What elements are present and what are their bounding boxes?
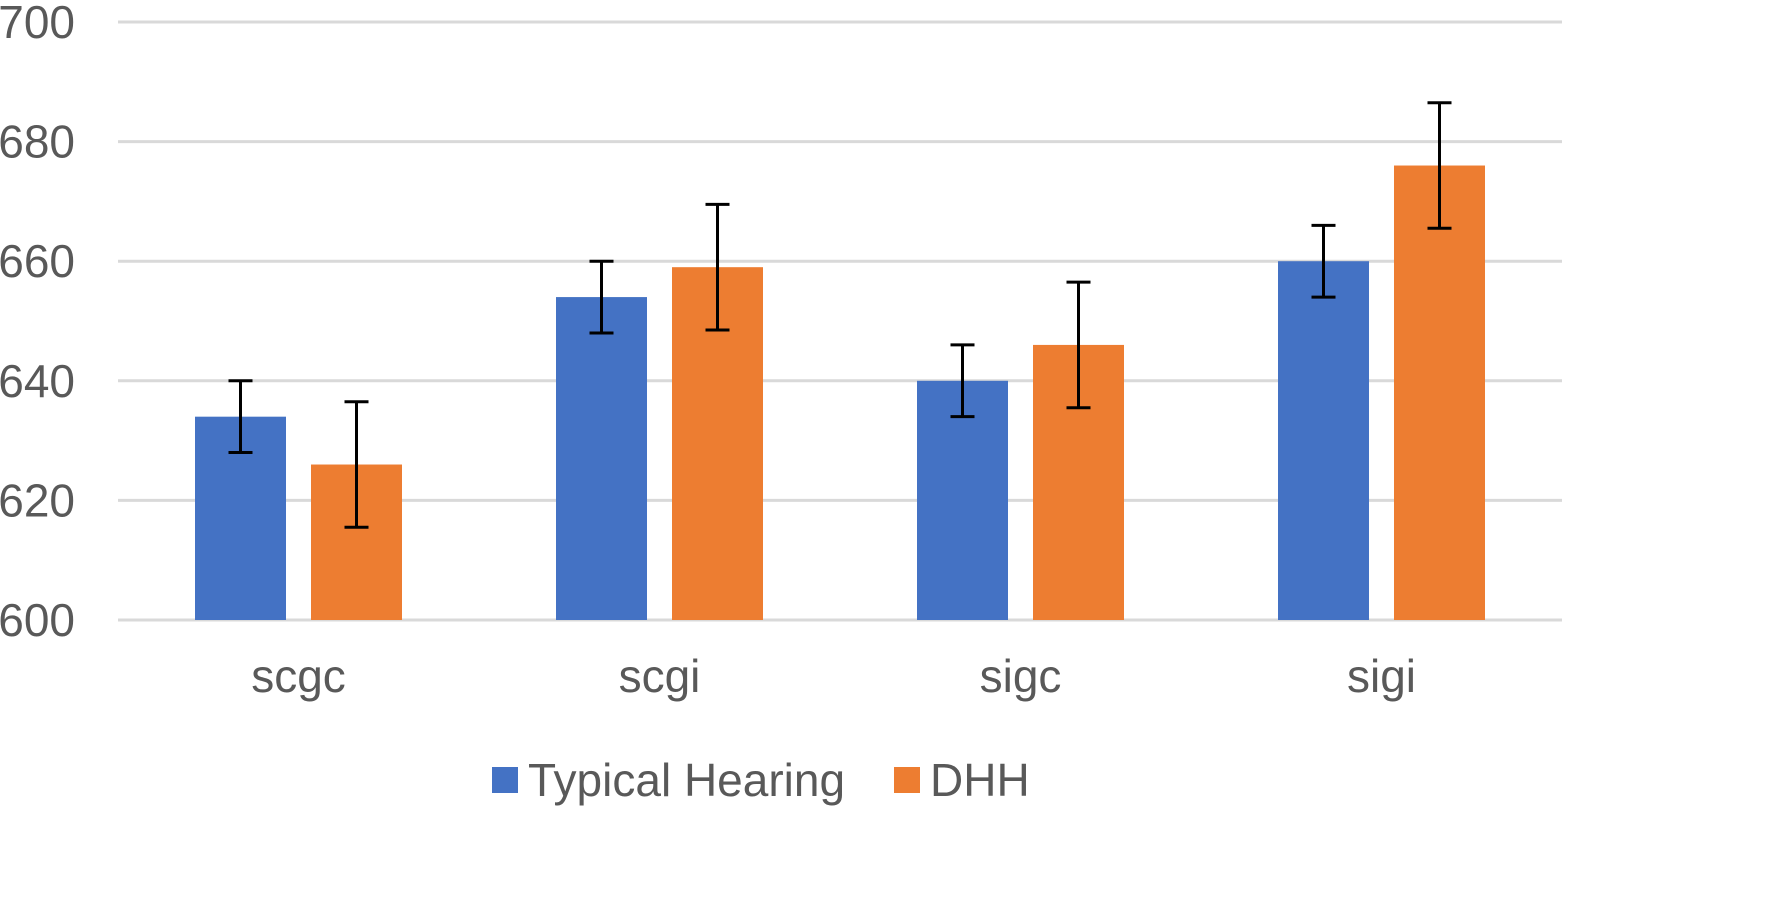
legend-swatch: [894, 767, 920, 793]
bar-sigc-typical-hearing: [917, 380, 1008, 620]
error-bar-sigi-dhh: [1427, 101, 1452, 230]
bar-sigi-dhh: [1394, 165, 1485, 620]
legend-label: Typical Hearing: [528, 754, 845, 806]
y-tick-label: 660: [0, 235, 75, 287]
error-bar-sigc-dhh: [1066, 280, 1091, 410]
y-tick-label: 620: [0, 474, 75, 526]
bar-scgi-typical-hearing: [556, 297, 647, 620]
error-bar-scgc-dhh: [344, 400, 369, 529]
legend-label: DHH: [930, 754, 1030, 806]
x-axis-category-labels: scgc scgi sigc sigi: [251, 650, 1416, 702]
error-bar-sigi-typical-hearing: [1311, 223, 1336, 299]
y-axis-tick-labels: 600 620 640 660 680 700: [0, 0, 75, 646]
error-bar-sigc-typical-hearing: [950, 343, 975, 419]
error-bar-scgi-dhh: [705, 202, 730, 332]
x-category-label-sigc: sigc: [980, 650, 1062, 702]
y-tick-label: 600: [0, 594, 75, 646]
x-category-label-scgc: scgc: [251, 650, 346, 702]
x-category-label-scgi: scgi: [619, 650, 701, 702]
bars: [195, 165, 1485, 620]
error-bars: [228, 101, 1452, 529]
y-tick-label: 640: [0, 355, 75, 407]
x-category-label-sigi: sigi: [1347, 650, 1416, 702]
y-tick-label: 700: [0, 0, 75, 48]
error-bar-scgi-typical-hearing: [589, 259, 614, 335]
legend-item-typical-hearing: Typical Hearing: [492, 754, 845, 806]
error-bar-scgc-typical-hearing: [228, 379, 253, 455]
bar-sigi-typical-hearing: [1278, 261, 1369, 620]
legend-swatch: [492, 767, 518, 793]
y-tick-label: 680: [0, 116, 75, 168]
legend: Typical Hearing DHH: [492, 754, 1030, 806]
legend-item-dhh: DHH: [894, 754, 1030, 806]
